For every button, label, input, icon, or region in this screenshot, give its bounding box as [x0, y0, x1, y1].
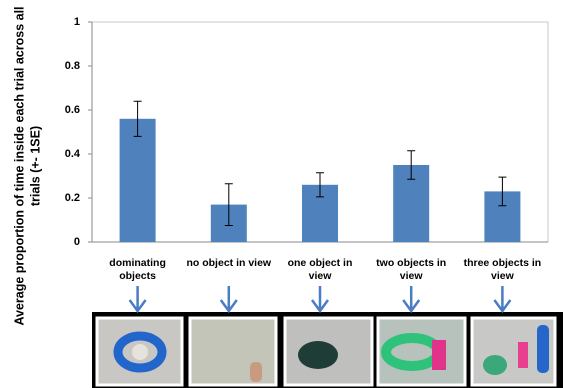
photo: [470, 316, 557, 387]
photo: [95, 316, 184, 387]
photo: [188, 316, 278, 387]
arrow: [310, 286, 330, 314]
x-tick-label: no object in view: [186, 257, 272, 269]
bar: [119, 118, 156, 242]
error-bar: [316, 172, 324, 198]
error-bar: [498, 176, 507, 207]
error-bar: [224, 183, 233, 226]
x-tick-label: two objects in view: [376, 257, 447, 282]
arrow: [219, 286, 238, 314]
y-tick-label: 0.6: [65, 104, 80, 116]
y-tick-label: 0.8: [65, 60, 80, 72]
photo: [283, 316, 374, 387]
photo: [376, 316, 467, 387]
arrow: [493, 286, 512, 314]
arrow: [402, 286, 421, 314]
x-tick-label: dominating objects: [109, 257, 166, 282]
x-tick-label: three objects in view: [463, 257, 542, 282]
y-tick-label: 0.2: [65, 192, 80, 204]
y-tick-label: 0: [74, 236, 80, 248]
error-bar: [133, 100, 142, 137]
arrow: [128, 286, 147, 314]
y-axis-label: Average proportion of time inside each t…: [12, 6, 43, 326]
y-tick-label: 1: [74, 16, 80, 28]
error-bar: [407, 150, 416, 180]
x-tick-label: one object in view: [287, 257, 353, 282]
y-tick-label: 0.4: [65, 148, 81, 160]
